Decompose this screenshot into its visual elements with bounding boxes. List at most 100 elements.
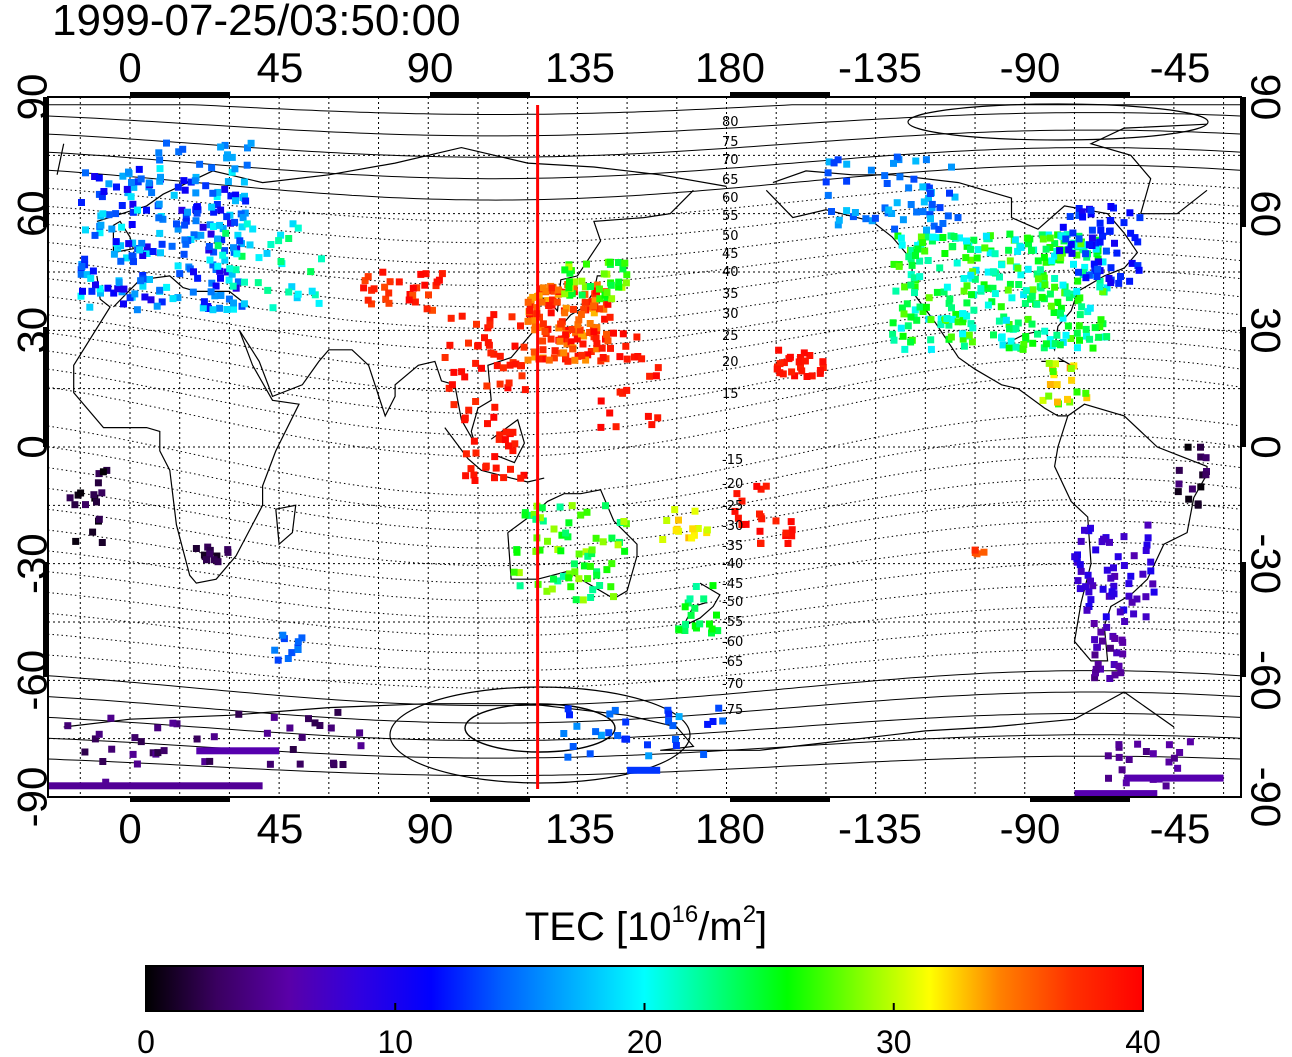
tec-cell <box>137 738 145 746</box>
tec-cell <box>911 289 918 297</box>
tec-cell <box>462 450 470 458</box>
tec-cell <box>619 265 627 273</box>
tec-cell <box>1097 226 1105 234</box>
tec-cell <box>145 179 153 187</box>
tec-cell <box>945 321 953 329</box>
tec-cell <box>587 594 595 601</box>
tec-cell <box>1103 333 1111 341</box>
tec-cell <box>139 252 147 259</box>
tec-cell <box>1056 341 1064 349</box>
tec-cell <box>1022 333 1030 341</box>
tec-cell <box>174 183 182 191</box>
tec-cell <box>156 286 164 294</box>
tec-cell <box>234 231 242 239</box>
tec-cell <box>112 238 120 246</box>
tec-band <box>627 766 661 774</box>
tec-cell <box>584 575 592 583</box>
tec-cell <box>1089 344 1097 352</box>
lat-tick-left-label: 90 <box>9 74 56 121</box>
tec-cell <box>298 634 306 642</box>
tec-cell <box>1014 247 1022 255</box>
tec-cell <box>1106 538 1113 546</box>
tec-cell <box>788 368 796 376</box>
tec-cell <box>234 278 242 286</box>
tec-cell <box>927 316 935 324</box>
frame-tick-bottom <box>730 797 830 802</box>
tec-cell <box>505 442 512 450</box>
tec-cell <box>970 236 978 244</box>
tec-cell <box>157 249 164 257</box>
tec-cell <box>788 532 796 540</box>
tec-cell <box>1165 741 1173 749</box>
tec-cell <box>240 178 248 186</box>
tec-cell <box>606 409 614 417</box>
tec-cell <box>78 263 86 270</box>
tec-cell <box>593 571 601 579</box>
tec-cell <box>1149 580 1157 588</box>
tec-cell <box>1023 234 1031 242</box>
tec-cell <box>288 283 296 291</box>
tec-cell <box>1015 281 1023 288</box>
mag-lat-label: -55 <box>722 615 743 630</box>
tec-cell <box>1144 521 1152 529</box>
tec-cell <box>1120 219 1128 227</box>
tec-cell <box>1162 782 1170 790</box>
tec-cell <box>1131 234 1139 242</box>
tec-cell <box>977 285 985 293</box>
tec-cell <box>574 321 582 329</box>
tec-cell <box>570 283 578 291</box>
lat-tick-right-label: -30 <box>1242 533 1289 594</box>
tec-cell <box>980 281 988 289</box>
tec-cell <box>1130 552 1138 560</box>
tec-cell <box>81 255 89 263</box>
tec-cell <box>119 172 127 180</box>
tec-cell <box>1017 271 1025 279</box>
tec-cell <box>669 722 677 730</box>
tec-cell <box>822 178 830 186</box>
tec-cell <box>590 302 598 310</box>
tec-cell <box>206 757 214 765</box>
tec-cell <box>213 201 221 208</box>
tec-cell <box>900 310 908 318</box>
tec-band <box>1124 774 1224 782</box>
tec-cell <box>271 646 279 654</box>
tec-cell <box>450 401 458 409</box>
tec-cell <box>577 511 585 519</box>
tec-cell <box>1011 236 1019 244</box>
tec-cell <box>218 236 226 244</box>
tec-cell <box>700 595 708 603</box>
tec-cell <box>223 154 231 162</box>
tec-cell <box>496 380 504 388</box>
tec-cell <box>916 257 924 265</box>
tec-cell <box>360 284 368 292</box>
tec-cell <box>654 364 662 372</box>
tec-cell <box>714 627 722 635</box>
tec-cell <box>206 256 214 264</box>
tec-cell <box>969 324 977 332</box>
tec-cell <box>996 273 1003 281</box>
tec-cell <box>592 334 600 342</box>
tec-cell <box>89 528 97 536</box>
tec-cell <box>1134 238 1142 246</box>
tec-cell <box>1017 243 1025 251</box>
tec-cell <box>1076 336 1083 344</box>
tec-cell <box>450 368 458 376</box>
tec-cell <box>246 241 254 249</box>
tec-cell <box>780 359 788 367</box>
tec-cell <box>285 288 293 296</box>
tec-cell <box>90 491 98 499</box>
tec-cell <box>221 256 229 264</box>
tec-cell <box>236 237 244 245</box>
tec-cell <box>1107 264 1115 272</box>
tec-cell <box>125 240 133 248</box>
tec-cell <box>1006 257 1014 265</box>
tec-world-map: 80 75 70 65 60 55 50 45 40 35 30 25 20 15 -15 -20 -25 -30… <box>9 44 1290 852</box>
tec-cell <box>946 189 953 197</box>
tec-cell <box>565 574 573 582</box>
tec-cell <box>675 516 682 524</box>
tec-cell <box>1185 495 1193 503</box>
tec-cell <box>606 313 614 321</box>
mag-lat-contour <box>47 112 1241 137</box>
tec-cell <box>890 260 898 268</box>
tec-cell <box>484 420 491 428</box>
